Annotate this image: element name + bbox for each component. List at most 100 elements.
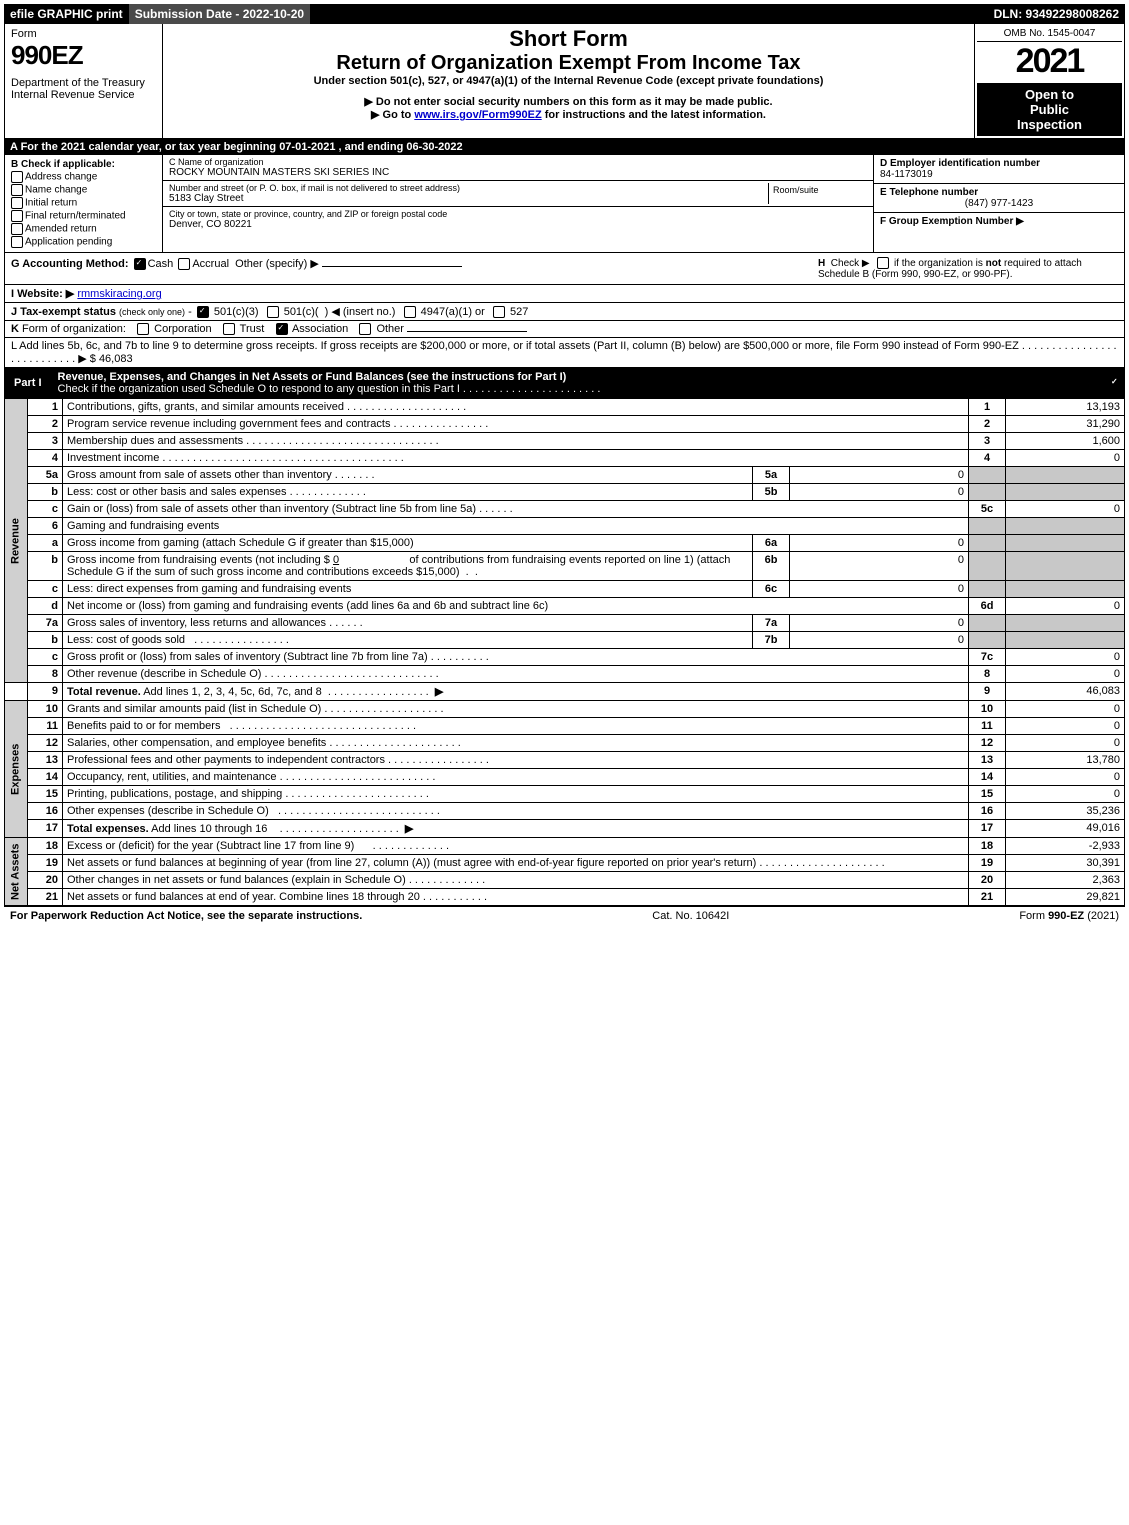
ledger-table: Revenue 1 Contributions, gifts, grants, … [4, 398, 1125, 906]
goto-suffix: for instructions and the latest informat… [542, 109, 766, 121]
row-k: K Form of organization: Corporation Trus… [4, 321, 1125, 338]
city-label: City or town, state or province, country… [169, 209, 867, 219]
table-row: 2 Program service revenue including gove… [5, 416, 1125, 433]
chk-accrual[interactable] [178, 258, 190, 270]
line-1-val: 13,193 [1006, 399, 1125, 416]
dln-label: DLN: 93492298008262 [988, 4, 1125, 24]
org-city: Denver, CO 80221 [169, 219, 867, 230]
phone-value: (847) 977-1423 [880, 198, 1118, 209]
chk-527[interactable] [493, 306, 505, 318]
table-row: 12 Salaries, other compensation, and emp… [5, 735, 1125, 752]
table-row: 20 Other changes in net assets or fund b… [5, 872, 1125, 889]
table-row: 3 Membership dues and assessments . . . … [5, 433, 1125, 450]
part1-title: Revenue, Expenses, and Changes in Net As… [52, 368, 1105, 398]
sidelabel-netassets: Net Assets [5, 838, 28, 906]
chk-amended-return[interactable]: Amended return [11, 223, 156, 235]
goto-link[interactable]: www.irs.gov/Form990EZ [414, 109, 541, 121]
chk-association[interactable] [276, 323, 288, 335]
dept-treasury: Department of the Treasury [11, 77, 156, 89]
footer-catno: Cat. No. 10642I [652, 910, 729, 922]
form-header: Form 990EZ Department of the Treasury In… [4, 24, 1125, 139]
chk-h[interactable] [877, 257, 889, 269]
header-right: OMB No. 1545-0047 2021 Open to Public In… [974, 24, 1124, 138]
goto-line: ▶ Go to www.irs.gov/Form990EZ for instru… [169, 108, 968, 121]
return-title: Return of Organization Exempt From Incom… [169, 52, 968, 75]
block-b-title: B Check if applicable: [11, 159, 156, 170]
part1-header: Part I Revenue, Expenses, and Changes in… [4, 368, 1125, 398]
chk-initial-return[interactable]: Initial return [11, 197, 156, 209]
table-row: Revenue 1 Contributions, gifts, grants, … [5, 399, 1125, 416]
footer-right: Form 990-EZ (2021) [1019, 910, 1119, 922]
table-row: 16 Other expenses (describe in Schedule … [5, 803, 1125, 820]
row-a-tax-year: A For the 2021 calendar year, or tax yea… [4, 139, 1125, 155]
header-center: Short Form Return of Organization Exempt… [163, 24, 974, 138]
g-label: G Accounting Method: [11, 258, 129, 270]
row-j: J Tax-exempt status (check only one) - 5… [4, 303, 1125, 321]
table-row: 21 Net assets or fund balances at end of… [5, 889, 1125, 906]
e-label: E Telephone number [880, 187, 1118, 198]
l-text: L Add lines 5b, 6c, and 7b to line 9 to … [11, 340, 1117, 365]
open-line2: Public [979, 102, 1120, 117]
chk-application-pending[interactable]: Application pending [11, 236, 156, 248]
chk-cash[interactable] [134, 258, 146, 270]
chk-501c[interactable] [267, 306, 279, 318]
table-row: b Less: cost of goods sold . . . . . . .… [5, 632, 1125, 649]
efile-label: efile GRAPHIC print [4, 4, 129, 24]
table-row: d Net income or (loss) from gaming and f… [5, 598, 1125, 615]
table-row: 13 Professional fees and other payments … [5, 752, 1125, 769]
block-c-name-row: C Name of organization ROCKY MOUNTAIN MA… [163, 155, 873, 181]
table-row: 7a Gross sales of inventory, less return… [5, 615, 1125, 632]
room-label: Room/suite [773, 185, 863, 195]
table-row: 5a Gross amount from sale of assets othe… [5, 467, 1125, 484]
table-row: a Gross income from gaming (attach Sched… [5, 535, 1125, 552]
table-row: b Gross income from fundraising events (… [5, 552, 1125, 581]
table-row: c Gain or (loss) from sale of assets oth… [5, 501, 1125, 518]
row-gh: G Accounting Method: Cash Accrual Other … [4, 253, 1125, 285]
part1-subtitle: Check if the organization used Schedule … [58, 383, 601, 395]
open-line3: Inspection [979, 117, 1120, 132]
org-address: 5183 Clay Street [169, 193, 768, 204]
block-f: F Group Exemption Number ▶ [874, 213, 1124, 230]
short-form-title: Short Form [169, 26, 968, 52]
block-b: B Check if applicable: Address change Na… [5, 155, 163, 252]
do-not-enter: ▶ Do not enter social security numbers o… [169, 95, 968, 108]
submission-date: Submission Date - 2022-10-20 [129, 4, 310, 24]
chk-4947[interactable] [404, 306, 416, 318]
chk-final-return[interactable]: Final return/terminated [11, 210, 156, 222]
table-row: b Less: cost or other basis and sales ex… [5, 484, 1125, 501]
sidelabel-expenses: Expenses [5, 701, 28, 838]
g-other: Other (specify) ▶ [235, 258, 319, 270]
sidelabel-revenue: Revenue [5, 399, 28, 683]
table-row: 11 Benefits paid to or for members . . .… [5, 718, 1125, 735]
table-row: 4 Investment income . . . . . . . . . . … [5, 450, 1125, 467]
f-label: F Group Exemption Number ▶ [880, 216, 1118, 227]
chk-corporation[interactable] [137, 323, 149, 335]
addr-label: Number and street (or P. O. box, if mail… [169, 183, 768, 193]
row-i: I Website: ▶ rmmskiracing.org [4, 285, 1125, 303]
under-section: Under section 501(c), 527, or 4947(a)(1)… [169, 75, 968, 87]
table-row: 14 Occupancy, rent, utilities, and maint… [5, 769, 1125, 786]
chk-address-change[interactable]: Address change [11, 171, 156, 183]
table-row: 15 Printing, publications, postage, and … [5, 786, 1125, 803]
website-link[interactable]: rmmskiracing.org [77, 288, 161, 300]
row-h: H Check ▶ if the organization is not req… [818, 257, 1118, 280]
irs-label: Internal Revenue Service [11, 89, 156, 101]
form-word: Form [11, 28, 156, 40]
block-def: D Employer identification number 84-1173… [873, 155, 1124, 252]
chk-name-change[interactable]: Name change [11, 184, 156, 196]
part1-label: Part I [4, 374, 52, 392]
page-footer: For Paperwork Reduction Act Notice, see … [4, 906, 1125, 925]
ein-value: 84-1173019 [880, 169, 1118, 180]
chk-501c3[interactable] [197, 306, 209, 318]
table-row: c Less: direct expenses from gaming and … [5, 581, 1125, 598]
chk-trust[interactable] [223, 323, 235, 335]
c-label: C Name of organization [169, 157, 867, 167]
l-val: 46,083 [99, 353, 133, 365]
part1-checkbox[interactable] [1105, 377, 1125, 389]
table-row: Net Assets 18 Excess or (deficit) for th… [5, 838, 1125, 855]
header-left: Form 990EZ Department of the Treasury In… [5, 24, 163, 138]
goto-prefix: ▶ Go to [371, 109, 414, 121]
chk-other-org[interactable] [359, 323, 371, 335]
block-c-addr-row: Number and street (or P. O. box, if mail… [163, 181, 873, 207]
room-suite: Room/suite [768, 183, 867, 204]
